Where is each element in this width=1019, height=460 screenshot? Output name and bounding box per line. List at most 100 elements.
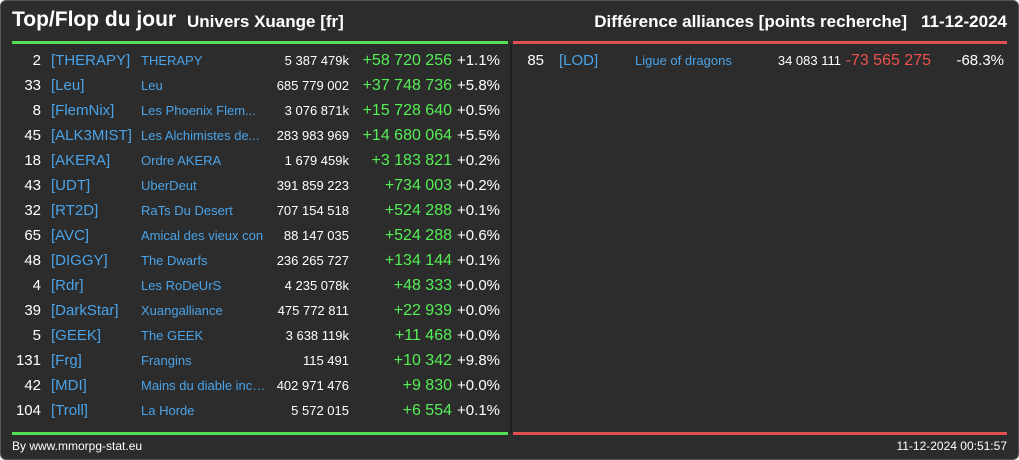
alliance-name[interactable]: The GEEK — [141, 328, 204, 343]
alliance-name[interactable]: Ligue of dragons — [635, 53, 732, 68]
alliance-tag[interactable]: [DarkStar] — [51, 302, 119, 319]
top-row: 32 [RT2D] RaTs Du Desert 707 154 518 +524 28… — [1, 198, 1018, 223]
points-difference: +22 939 — [393, 302, 452, 319]
alliance-rank: 33 — [24, 77, 41, 94]
alliance-points: 3 076 871k — [284, 103, 349, 118]
alliance-points: 5 572 015 — [291, 403, 349, 418]
alliance-name[interactable]: Les RoDeUrS — [141, 278, 222, 293]
alliance-points: 34 083 111 — [777, 53, 841, 68]
percent-change: +0.6% — [457, 227, 500, 244]
alliance-points: 236 265 727 — [276, 253, 349, 268]
alliance-name[interactable]: La Horde — [141, 403, 195, 418]
percent-change: +0.0% — [457, 302, 500, 319]
alliance-name[interactable]: Les Alchimistes de... — [141, 128, 260, 143]
alliance-rank: 32 — [24, 202, 41, 219]
alliance-points: 475 772 811 — [277, 303, 349, 318]
alliance-name[interactable]: UberDeut — [141, 178, 197, 193]
alliance-tag[interactable]: [GEEK] — [51, 327, 102, 344]
alliance-tag[interactable]: [UDT] — [51, 177, 91, 194]
top-row: 42 [MDI] Mains du diable inco... 402 971 47… — [1, 373, 1018, 398]
top-row: 48 [DIGGY] The Dwarfs 236 265 727 +134 144 +0… — [1, 248, 1018, 273]
alliance-rank: 5 — [32, 327, 41, 344]
alliance-tag[interactable]: [ALK3MIST] — [51, 127, 132, 144]
alliance-rank: 2 — [32, 52, 41, 69]
alliance-rank: 18 — [24, 152, 41, 169]
alliance-tag[interactable]: [AKERA] — [51, 152, 111, 169]
top-row: 33 [Leu] Leu 685 779 002 +37 748 736 +5.8% — [1, 73, 1018, 98]
alliance-points: 391 859 223 — [276, 178, 349, 193]
alliance-tag[interactable]: [THERAPY] — [51, 52, 131, 69]
points-difference: +11 468 — [394, 327, 452, 344]
points-difference: +524 288 — [384, 227, 452, 244]
points-difference: +37 748 736 — [362, 77, 452, 94]
alliance-name[interactable]: Leu — [141, 78, 163, 93]
top-row: 45 [ALK3MIST] Les Alchimistes de... 283 983… — [1, 123, 1018, 148]
percent-change: +0.5% — [457, 102, 500, 119]
top-line-lower — [12, 432, 508, 435]
points-difference: -73 565 275 — [845, 52, 931, 69]
alliance-points: 115 491 — [302, 353, 349, 368]
alliance-tag[interactable]: [AVC] — [51, 227, 90, 244]
percent-change: +9.8% — [457, 352, 500, 369]
alliance-name[interactable]: The Dwarfs — [141, 253, 208, 268]
alliance-rank: 45 — [24, 127, 41, 144]
percent-change: -68.3% — [956, 52, 1004, 69]
top-row: 104 [Troll] La Horde 5 572 015 +6 554 +0.1% — [1, 398, 1018, 423]
alliance-rank: 48 — [24, 252, 41, 269]
alliance-points: 1 679 459k — [284, 153, 349, 168]
alliance-tag[interactable]: [Rdr] — [51, 277, 84, 294]
percent-change: +0.0% — [457, 377, 500, 394]
percent-change: +0.1% — [457, 202, 500, 219]
alliance-rank: 4 — [32, 277, 41, 294]
flop-line-lower — [513, 432, 1007, 435]
alliance-tag[interactable]: [Frg] — [51, 352, 82, 369]
points-difference: +9 830 — [402, 377, 452, 394]
alliance-points: 685 779 002 — [276, 78, 349, 93]
top-line-upper — [12, 41, 508, 44]
flop-line-upper — [513, 41, 1007, 44]
alliance-tag[interactable]: [DIGGY] — [51, 252, 108, 269]
alliance-tag[interactable]: [RT2D] — [51, 202, 99, 219]
percent-change: +0.1% — [457, 402, 500, 419]
percent-change: +0.1% — [457, 252, 500, 269]
alliance-points: 402 971 476 — [276, 378, 349, 393]
column-divider — [510, 44, 512, 433]
alliance-name[interactable]: Amical des vieux con — [141, 228, 264, 243]
footer-timestamp: 11-12-2024 00:51:57 — [896, 439, 1007, 453]
alliance-name[interactable]: Xuangalliance — [141, 303, 223, 318]
points-difference: +524 288 — [384, 202, 452, 219]
top-row: 2 [THERAPY] THERAPY 5 387 479k +58 720 256 +1… — [1, 48, 1018, 73]
alliance-tag[interactable]: [Troll] — [51, 402, 88, 419]
alliance-tag[interactable]: [LOD] — [559, 52, 599, 69]
percent-change: +0.0% — [457, 327, 500, 344]
alliance-name[interactable]: Mains du diable inco... — [141, 378, 266, 393]
alliance-name[interactable]: Les Phoenix Flem... — [141, 103, 256, 118]
points-difference: +15 728 640 — [362, 102, 452, 119]
alliance-name[interactable]: Frangins — [141, 353, 192, 368]
alliance-rank: 104 — [15, 402, 41, 419]
points-difference: +14 680 064 — [362, 127, 452, 144]
alliance-tag[interactable]: [FlemNix] — [51, 102, 115, 119]
alliance-rank: 39 — [24, 302, 41, 319]
flop-row: 85 [LOD] Ligue of dragons 34 083 111 -73 565… — [1, 48, 1018, 73]
top-row: 39 [DarkStar] Xuangalliance 475 772 811 +22 … — [1, 298, 1018, 323]
alliance-rank: 65 — [24, 227, 41, 244]
alliance-tag[interactable]: [MDI] — [51, 377, 87, 394]
alliance-points: 3 638 119k — [285, 328, 349, 343]
top-row: 131 [Frg] Frangins 115 491 +10 342 +9.8% — [1, 348, 1018, 373]
univers-label: Univers Xuange [fr] — [187, 12, 344, 31]
alliance-points: 5 387 479k — [284, 53, 349, 68]
points-difference: +134 144 — [384, 252, 452, 269]
points-difference: +10 342 — [393, 352, 452, 369]
top-row: 5 [GEEK] The GEEK 3 638 119k +11 468 +0.0% — [1, 323, 1018, 348]
alliance-tag[interactable]: [Leu] — [51, 77, 85, 94]
top-row: 8 [FlemNix] Les Phoenix Flem... 3 076 871k +… — [1, 98, 1018, 123]
percent-change: +0.2% — [457, 177, 500, 194]
alliance-name[interactable]: RaTs Du Desert — [141, 203, 233, 218]
percent-change: +1.1% — [457, 52, 500, 69]
page-title: Top/Flop du jour — [12, 8, 177, 31]
top-row: 43 [UDT] UberDeut 391 859 223 +734 003 +0.2% — [1, 173, 1018, 198]
top-row: 18 [AKERA] Ordre AKERA 1 679 459k +3 183 821… — [1, 148, 1018, 173]
alliance-name[interactable]: Ordre AKERA — [141, 153, 222, 168]
